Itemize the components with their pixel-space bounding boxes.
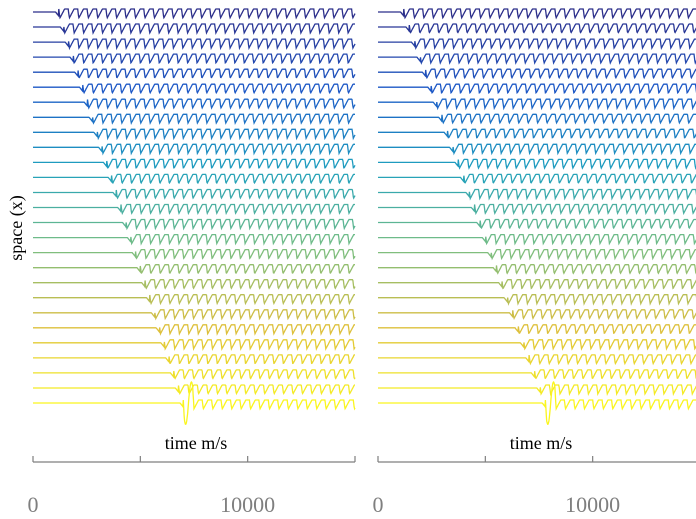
left-trace xyxy=(33,233,355,246)
right-trace xyxy=(378,233,696,246)
left-ylabel-text: space (x) xyxy=(6,195,27,260)
right-trace xyxy=(378,113,696,125)
left-trace xyxy=(33,279,356,290)
left-panel: time m/s space (x) 0 10000 xyxy=(6,8,356,517)
right-trace xyxy=(378,173,696,184)
right-trace xyxy=(378,203,696,216)
left-ylabel: space (x) xyxy=(6,195,27,260)
left-xlabel: time m/s xyxy=(165,433,228,453)
right-trace xyxy=(378,128,696,139)
right-x-tick-label: 10000 xyxy=(565,492,620,517)
left-x-tick-label: 0 xyxy=(28,492,39,517)
left-trace xyxy=(33,68,356,79)
right-trace xyxy=(378,369,696,380)
left-trace xyxy=(33,128,356,141)
right-trace xyxy=(378,309,696,320)
right-trace xyxy=(378,188,696,201)
right-trace xyxy=(378,143,696,156)
right-trace xyxy=(378,384,696,397)
right-trace xyxy=(378,158,696,170)
left-trace xyxy=(33,339,356,352)
right-trace xyxy=(378,38,696,51)
left-trace xyxy=(33,23,355,36)
right-trace xyxy=(378,218,696,230)
left-x-axis: 0 10000 xyxy=(28,456,356,517)
left-trace xyxy=(33,369,356,380)
left-trace xyxy=(33,324,355,336)
left-trace xyxy=(33,203,355,216)
left-trace xyxy=(33,384,356,396)
right-trace xyxy=(378,248,696,261)
left-trace xyxy=(33,218,356,231)
left-trace xyxy=(33,380,356,425)
right-traces xyxy=(378,8,696,425)
left-traces xyxy=(33,8,356,425)
right-trace xyxy=(378,83,696,94)
right-trace xyxy=(378,339,696,351)
right-trace xyxy=(378,354,696,366)
left-x-tick-label: 10000 xyxy=(220,492,275,517)
right-x-axis: 0 10000 xyxy=(373,456,696,517)
left-trace xyxy=(33,294,355,306)
right-xlabel: time m/s xyxy=(510,433,573,453)
left-trace xyxy=(33,8,356,20)
left-trace xyxy=(33,158,356,169)
left-trace xyxy=(33,309,356,321)
right-trace xyxy=(378,8,696,20)
right-trace xyxy=(378,279,696,290)
left-trace xyxy=(33,113,355,126)
right-trace xyxy=(378,380,696,425)
right-trace xyxy=(378,23,696,34)
right-x-tick-label: 0 xyxy=(373,492,384,517)
left-trace xyxy=(33,264,355,274)
right-trace xyxy=(378,53,696,65)
right-trace xyxy=(378,324,696,335)
right-trace xyxy=(378,98,696,111)
left-trace xyxy=(33,188,356,200)
right-trace xyxy=(378,68,696,80)
right-panel: time m/s 0 10000 xyxy=(373,8,696,517)
left-trace xyxy=(33,83,355,95)
left-trace xyxy=(33,98,356,110)
right-trace xyxy=(378,294,696,306)
left-trace xyxy=(33,143,355,156)
left-trace xyxy=(33,248,356,260)
left-trace xyxy=(33,173,355,185)
right-trace xyxy=(378,264,696,275)
left-trace xyxy=(33,354,355,365)
left-trace xyxy=(33,53,355,65)
left-trace xyxy=(33,38,356,51)
